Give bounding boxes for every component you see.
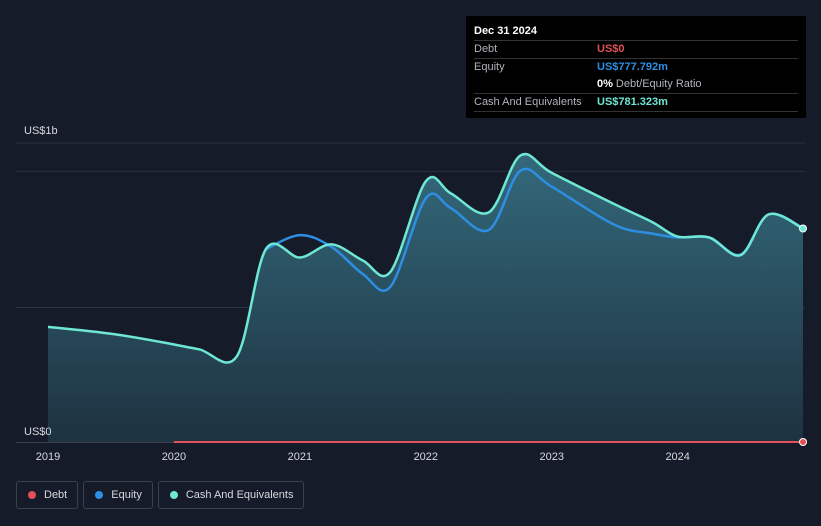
legend-label-equity: Equity — [111, 489, 142, 501]
debt-dot-icon — [28, 491, 36, 499]
x-tick-label-2021: 2021 — [288, 451, 312, 463]
cash-dot-icon — [169, 491, 178, 499]
tooltip-debt-value: US$0 — [597, 43, 625, 55]
legend-label-debt: Debt — [44, 489, 68, 501]
x-tick-label-2024: 2024 — [665, 451, 689, 463]
tooltip-cash-label: Cash And Equivalents — [474, 96, 582, 108]
x-tick-label-2020: 2020 — [162, 451, 186, 463]
x-tick-label-2019: 2019 — [36, 451, 60, 463]
equity-dot-icon — [95, 491, 104, 499]
y-label-top: US$1b — [24, 125, 58, 137]
legend-item-cash[interactable]: Cash And Equivalents — [157, 481, 305, 509]
cash-series-line — [47, 152, 804, 364]
legend-item-debt[interactable]: Debt — [16, 481, 79, 509]
tooltip-ratio-value: 0% — [597, 78, 613, 90]
tooltip-debt-label: Debt — [474, 43, 498, 55]
legend-label-cash: Cash And Equivalents — [185, 489, 294, 501]
tooltip-cash-value: US$781.323m — [597, 96, 668, 108]
tooltip-date: Dec 31 2024 — [474, 23, 798, 41]
tooltip-equity-row: Equity US$777.792m — [474, 59, 798, 76]
tooltip-ratio-row: 0% Debt/Equity Ratio — [474, 76, 798, 94]
x-tick-label-2023: 2023 — [540, 451, 564, 463]
tooltip-debt-row: Debt US$0 — [474, 41, 798, 59]
tooltip-equity-label: Equity — [474, 61, 505, 73]
chart-legend: Debt Equity Cash And Equivalents — [16, 481, 309, 509]
tooltip-ratio-label: Debt/Equity Ratio — [615, 78, 702, 90]
x-tick-label-2022: 2022 — [414, 451, 438, 463]
tooltip-cash-row: Cash And Equivalents US$781.323m — [474, 94, 798, 112]
cash-end-marker — [799, 224, 807, 233]
tooltip-equity-value: US$777.792m — [597, 61, 668, 73]
tooltip-panel: Dec 31 2024 Debt US$0 Equity US$777.792m… — [466, 16, 806, 118]
y-label-bottom: US$0 — [24, 426, 52, 438]
debt-end-marker — [799, 438, 807, 446]
legend-item-equity[interactable]: Equity — [83, 481, 153, 509]
